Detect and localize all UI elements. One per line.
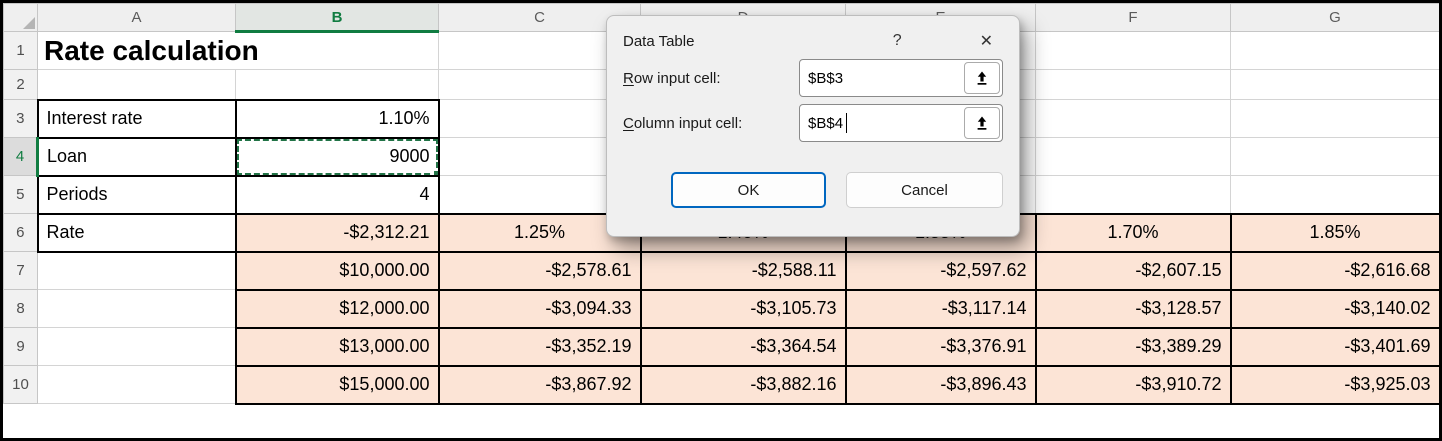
cell-G6[interactable]: 1.85% xyxy=(1229,212,1439,253)
cell-G2[interactable] xyxy=(1230,69,1439,100)
col-header-A[interactable]: A xyxy=(37,3,236,32)
row-header-3[interactable]: 3 xyxy=(3,99,38,138)
row-header-1[interactable]: 1 xyxy=(3,31,38,70)
row-header-10[interactable]: 10 xyxy=(3,365,38,404)
cell-D8[interactable]: -$3,105.73 xyxy=(639,288,847,329)
row-input-label-rest: ow input cell: xyxy=(633,69,721,87)
cell-E7[interactable]: -$2,597.62 xyxy=(844,250,1037,291)
cell-B8[interactable]: $12,000.00 xyxy=(234,288,440,329)
cell-F10[interactable]: -$3,910.72 xyxy=(1034,364,1232,405)
row-header-7[interactable]: 7 xyxy=(3,251,38,290)
row-header-6[interactable]: 6 xyxy=(3,213,38,252)
cell-G8[interactable]: -$3,140.02 xyxy=(1229,288,1439,329)
cell-B4-value: 9000 xyxy=(389,146,430,166)
fill-handle[interactable] xyxy=(432,169,437,174)
close-icon[interactable]: ✕ xyxy=(979,33,993,50)
cell-B3[interactable]: 1.10% xyxy=(234,98,440,139)
collapse-dialog-button-column[interactable] xyxy=(964,107,1000,139)
cell-D10[interactable]: -$3,882.16 xyxy=(639,364,847,405)
row-header-8[interactable]: 8 xyxy=(3,289,38,328)
cell-G9[interactable]: -$3,401.69 xyxy=(1229,326,1439,367)
cell-A1[interactable]: Rate calculation xyxy=(37,31,439,70)
cell-A3[interactable]: Interest rate xyxy=(36,98,237,139)
cell-F7[interactable]: -$2,607.15 xyxy=(1034,250,1232,291)
row-input-accesskey: R xyxy=(623,69,634,87)
collapse-dialog-button-row[interactable] xyxy=(964,62,1000,94)
cell-D7[interactable]: -$2,588.11 xyxy=(639,250,847,291)
up-arrow-to-bar-icon xyxy=(977,71,987,85)
cell-F4[interactable] xyxy=(1035,137,1231,176)
cell-B9[interactable]: $13,000.00 xyxy=(234,326,440,367)
cell-B4-selected[interactable]: 9000 xyxy=(234,136,440,177)
cell-B10[interactable]: $15,000.00 xyxy=(234,364,440,405)
cell-B5[interactable]: 4 xyxy=(234,174,440,215)
cell-C7[interactable]: -$2,578.61 xyxy=(437,250,642,291)
cell-F5[interactable] xyxy=(1035,175,1231,214)
cell-G10[interactable]: -$3,925.03 xyxy=(1229,364,1439,405)
cell-A6[interactable]: Rate xyxy=(36,212,237,253)
row-header-4[interactable]: 4 xyxy=(3,137,39,176)
dialog-button-row: OK Cancel xyxy=(623,172,1003,208)
cell-A8[interactable] xyxy=(37,289,236,328)
cell-A4[interactable]: Loan xyxy=(36,136,237,177)
cell-D9[interactable]: -$3,364.54 xyxy=(639,326,847,367)
dialog-title: Data Table xyxy=(623,32,695,50)
cell-F1[interactable] xyxy=(1035,31,1231,70)
cell-A9[interactable] xyxy=(37,327,236,366)
select-all-corner[interactable] xyxy=(3,3,38,32)
cell-F9[interactable]: -$3,389.29 xyxy=(1034,326,1232,367)
cell-F2[interactable] xyxy=(1035,69,1231,100)
cell-B6[interactable]: -$2,312.21 xyxy=(234,212,440,253)
cell-C8[interactable]: -$3,094.33 xyxy=(437,288,642,329)
select-all-triangle-icon xyxy=(23,17,35,29)
cell-A10[interactable] xyxy=(37,365,236,404)
column-input-label: Column input cell: xyxy=(623,115,799,132)
cell-B2[interactable] xyxy=(235,69,439,100)
text-cursor xyxy=(846,113,847,133)
data-table-dialog: Data Table ? ✕ Row input cell: Column in… xyxy=(606,15,1020,237)
cell-G4[interactable] xyxy=(1230,137,1439,176)
cell-C9[interactable]: -$3,352.19 xyxy=(437,326,642,367)
col-header-G[interactable]: G xyxy=(1230,3,1439,32)
cell-G3[interactable] xyxy=(1230,99,1439,138)
cell-A7[interactable] xyxy=(37,251,236,290)
cell-G7[interactable]: -$2,616.68 xyxy=(1229,250,1439,291)
cell-A2[interactable] xyxy=(37,69,236,100)
column-input-field-group: Column input cell: xyxy=(623,104,1003,142)
up-arrow-to-bar-icon xyxy=(977,116,987,130)
row-input-label: Row input cell: xyxy=(623,70,799,87)
col-header-B[interactable]: B xyxy=(235,3,439,33)
cell-E8[interactable]: -$3,117.14 xyxy=(844,288,1037,329)
row-header-9[interactable]: 9 xyxy=(3,327,38,366)
help-icon[interactable]: ? xyxy=(892,32,902,49)
cell-A5[interactable]: Periods xyxy=(36,174,237,215)
cell-F8[interactable]: -$3,128.57 xyxy=(1034,288,1232,329)
dialog-titlebar[interactable]: Data Table ? ✕ xyxy=(623,30,1003,52)
cell-F6[interactable]: 1.70% xyxy=(1034,212,1232,253)
cell-C10[interactable]: -$3,867.92 xyxy=(437,364,642,405)
column-input-label-rest: olumn input cell: xyxy=(633,114,743,132)
cell-E10[interactable]: -$3,896.43 xyxy=(844,364,1037,405)
cancel-button[interactable]: Cancel xyxy=(846,172,1003,208)
cell-E9[interactable]: -$3,376.91 xyxy=(844,326,1037,367)
cell-G5[interactable] xyxy=(1230,175,1439,214)
cell-F3[interactable] xyxy=(1035,99,1231,138)
row-header-5[interactable]: 5 xyxy=(3,175,38,214)
cell-G1[interactable] xyxy=(1230,31,1439,70)
cell-B7[interactable]: $10,000.00 xyxy=(234,250,440,291)
column-input-accesskey: C xyxy=(623,114,634,132)
row-header-2[interactable]: 2 xyxy=(3,69,38,100)
row-input-field-group: Row input cell: xyxy=(623,59,1003,97)
ok-button[interactable]: OK xyxy=(671,172,826,208)
empty-sheet-area xyxy=(3,403,1439,434)
col-header-F[interactable]: F xyxy=(1035,3,1231,32)
